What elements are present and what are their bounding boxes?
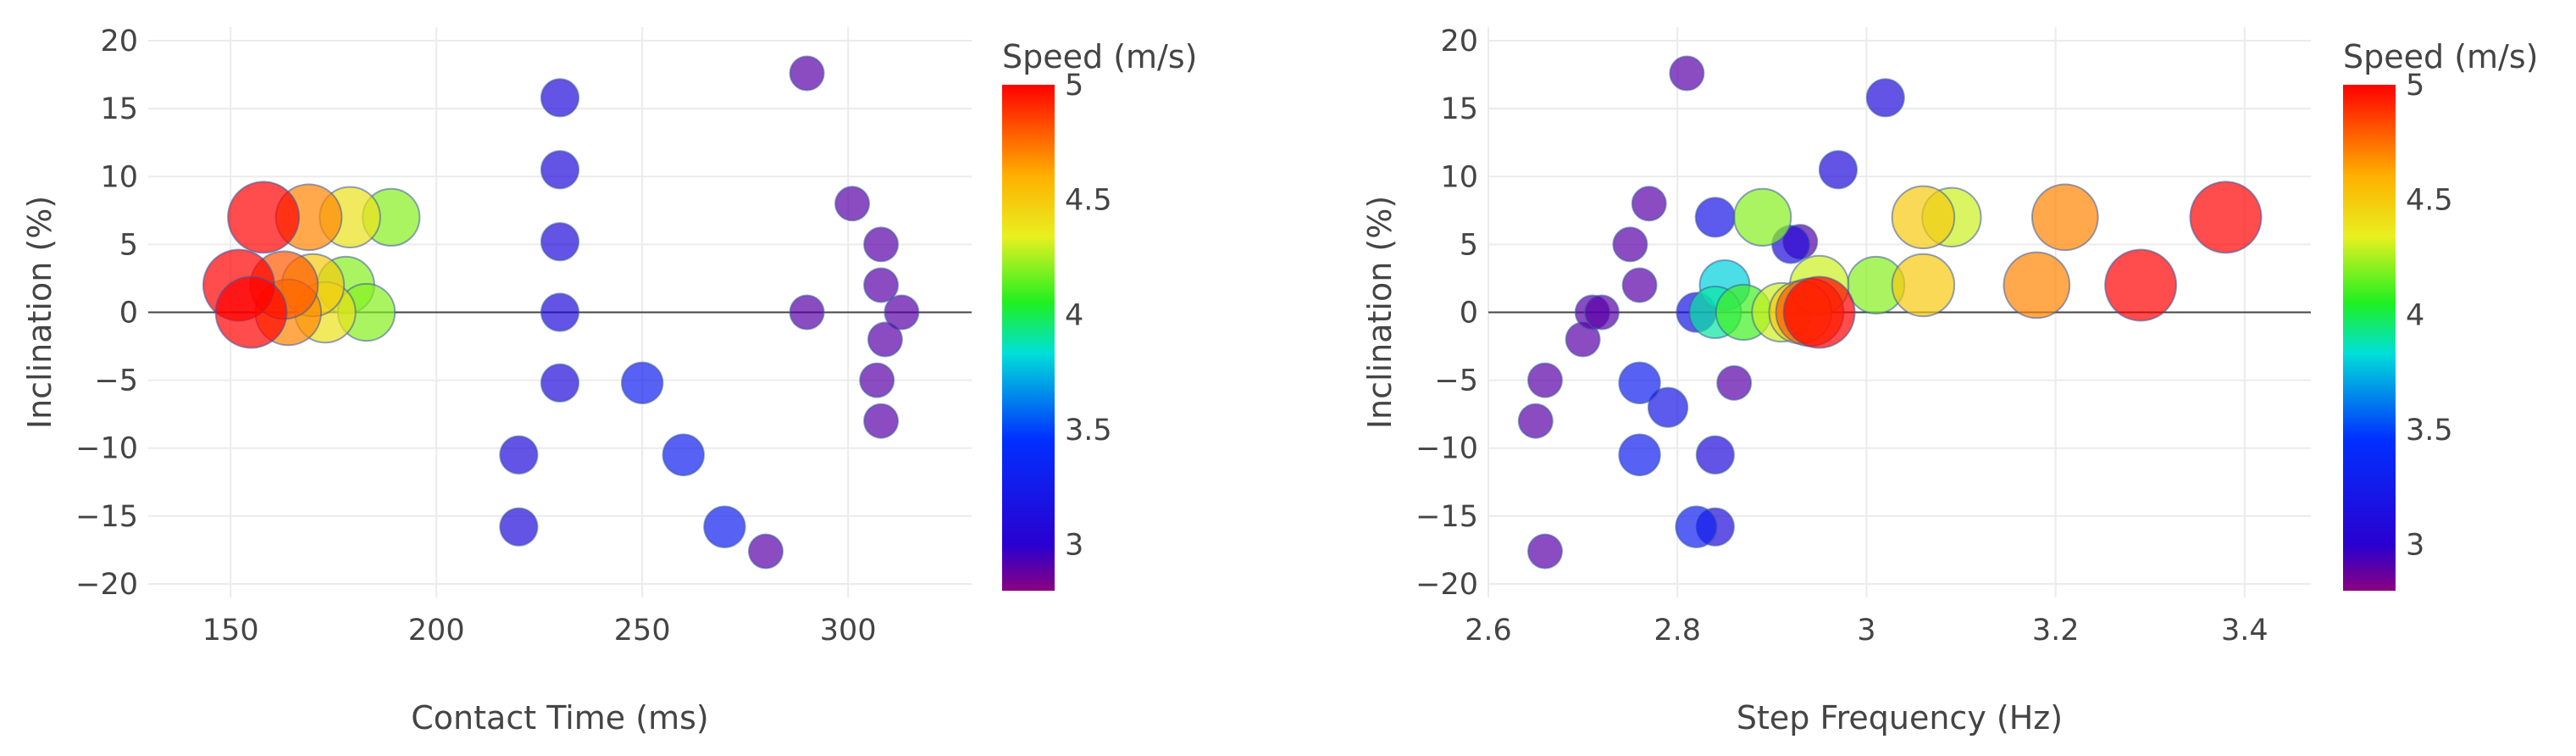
scatter-point <box>789 55 825 92</box>
scatter-point <box>499 435 539 475</box>
scatter-point <box>540 292 580 332</box>
colorbar-tick-label: 4 <box>2406 298 2424 332</box>
y-tick-label: −20 <box>75 568 138 602</box>
scatter-point <box>621 361 664 405</box>
scatter-point <box>867 321 903 358</box>
scatter-point <box>1612 226 1648 263</box>
colorbar-tick-label: 4.5 <box>2406 184 2453 218</box>
scatter-point <box>834 186 871 222</box>
chart-step-frequency: 2.6 2.8 3 3.2 3.4 −20 −15 −10 −5 0 5 10 15 20 Step Fre… <box>1361 25 2538 737</box>
y-tick-label: 20 <box>1440 25 1478 58</box>
scatter-point <box>789 294 825 331</box>
scatter-point <box>1675 505 1718 548</box>
scatter-point <box>540 150 580 190</box>
colorbar-tick-label: 4 <box>1065 298 1083 332</box>
colorbar-tick-label: 5 <box>1065 69 1083 103</box>
scatter-point <box>1618 433 1661 476</box>
scatter-point <box>863 267 900 303</box>
x-tick-label: 250 <box>614 614 671 648</box>
scatter-point <box>1891 253 1956 318</box>
scatter-point <box>540 78 580 118</box>
y-tick-label: 10 <box>1440 160 1478 194</box>
scatter-point <box>2104 248 2178 322</box>
scatter-point <box>2189 181 2263 254</box>
scatter-point <box>1716 364 1753 401</box>
chart-contact-time: 150 200 250 300 −20 −15 −10 −5 0 5 10 15 20 Contact T… <box>21 25 1197 737</box>
y-tick-label: −20 <box>1415 568 1478 602</box>
scatter-point <box>1669 55 1705 92</box>
scatter-point <box>1647 386 1689 428</box>
scatter-point <box>1621 267 1658 303</box>
colorbar-tick-label: 3 <box>2406 529 2424 563</box>
scatter-point <box>1865 78 1905 118</box>
scatter-point <box>1618 361 1661 405</box>
y-tick-label: −15 <box>75 500 138 534</box>
y-tick-label: 0 <box>1460 297 1478 331</box>
colorbar <box>1002 85 1055 591</box>
scatter-point <box>863 403 900 439</box>
scatter-point <box>499 507 539 547</box>
y-axis-title: Inclination (%) <box>21 196 58 429</box>
colorbar-tick-label: 3 <box>1065 529 1083 563</box>
y-tick-label: 15 <box>1440 92 1478 126</box>
x-tick-label: 200 <box>408 614 465 648</box>
scatter-point <box>1818 150 1859 190</box>
scatter-point <box>540 363 580 403</box>
x-tick-label: 2.6 <box>1465 614 1512 648</box>
y-tick-label: 15 <box>100 92 138 126</box>
scatter-point <box>1694 197 1737 238</box>
scatter-point <box>1891 185 1956 250</box>
scatter-point <box>2003 251 2071 320</box>
y-tick-label: −5 <box>1434 364 1478 398</box>
scatter-point <box>1583 294 1620 331</box>
scatter-point <box>859 362 895 398</box>
scatter-point <box>748 533 784 570</box>
y-tick-label: −15 <box>1415 500 1478 534</box>
scatter-point <box>662 433 705 476</box>
x-axis-title: Step Frequency (Hz) <box>1737 699 2063 737</box>
x-tick-label: 2.8 <box>1654 614 1701 648</box>
y-tick-label: 0 <box>119 297 138 331</box>
scatter-point <box>1782 275 1856 349</box>
scatter-point <box>540 222 580 262</box>
x-tick-label: 3.2 <box>2032 614 2080 648</box>
colorbar-tick-label: 3.5 <box>2406 414 2453 447</box>
colorbar-tick-label: 3.5 <box>1065 414 1112 447</box>
x-tick-label: 3.4 <box>2221 614 2269 648</box>
y-tick-label: 5 <box>1460 228 1478 262</box>
colorbar <box>2343 85 2396 591</box>
x-tick-label: 150 <box>202 614 259 648</box>
scatter-point <box>1733 187 1792 247</box>
scatter-point <box>1631 186 1667 222</box>
y-axis-title: Inclination (%) <box>1361 196 1399 429</box>
scatter-point <box>1526 362 1563 398</box>
y-tick-label: −10 <box>75 432 138 466</box>
y-tick-label: −10 <box>1415 432 1478 466</box>
scatter-point <box>1695 435 1735 475</box>
scatter-point <box>1517 403 1554 439</box>
colorbar-tick-label: 4.5 <box>1065 184 1112 218</box>
scatter-point <box>2030 183 2099 252</box>
x-tick-label: 3 <box>1857 614 1875 648</box>
x-axis-title: Contact Time (ms) <box>411 699 708 737</box>
scatter-point <box>884 294 920 331</box>
colorbar-title: Speed (m/s) <box>1002 38 1197 75</box>
scatter-point <box>227 181 301 254</box>
scatter-point <box>1526 533 1563 570</box>
y-tick-label: −5 <box>94 364 138 398</box>
y-tick-label: 20 <box>100 25 138 58</box>
colorbar-title: Speed (m/s) <box>2343 38 2538 75</box>
x-tick-label: 300 <box>820 614 877 648</box>
scatter-point <box>214 275 288 349</box>
colorbar-tick-label: 5 <box>2406 69 2424 103</box>
y-tick-label: 10 <box>100 160 138 194</box>
y-tick-label: 5 <box>119 228 138 262</box>
scatter-point <box>703 505 746 548</box>
scatter-point <box>863 226 900 263</box>
